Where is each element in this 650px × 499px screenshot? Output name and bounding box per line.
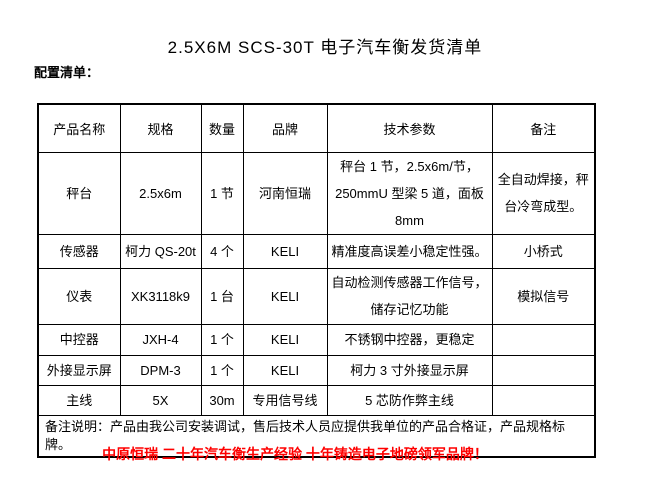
config-list-label: 配置清单：	[34, 65, 100, 80]
footer-slogan: 中原恒瑞 二十年汽车衡生产经验 十年铸造电子地磅领军品牌！	[102, 446, 488, 462]
cell-spec: 柯力 QS-20t	[119, 233, 202, 269]
cell-tech-params: 精准度高误差小稳定性强。	[326, 233, 493, 269]
cell-product-name: 主线	[37, 384, 121, 416]
cell-product-name: 秤台	[37, 151, 121, 235]
config-table: 产品名称 规格 数量 品牌 技术参数 备注 秤台 2.5x6m 1 节 河南恒瑞…	[37, 103, 596, 458]
remark-cell: 备注说明：产品由我公司安装调试，售后技术人员应提供我单位的产品合格证，产品规格标…	[37, 414, 596, 457]
cell-brand: KELI	[242, 233, 328, 269]
table-row: 传感器 柯力 QS-20t 4 个 KELI 精准度高误差小稳定性强。 小桥式	[37, 233, 596, 269]
table-row: 外接显示屏 DPM-3 1 个 KELI 柯力 3 寸外接显示屏	[37, 354, 596, 386]
cell-tech-params: 不锈钢中控器，更稳定	[326, 323, 493, 356]
cell-quantity: 30m	[200, 384, 244, 416]
table-row: 中控器 JXH-4 1 个 KELI 不锈钢中控器，更稳定	[37, 323, 596, 356]
cell-quantity: 1 个	[200, 354, 244, 386]
cell-brand: KELI	[242, 323, 328, 356]
header-note: 备注	[491, 103, 596, 153]
cell-note: 模拟信号	[491, 267, 596, 325]
cell-tech-params: 5 芯防作弊主线	[326, 384, 493, 416]
table-remark-row: 备注说明：产品由我公司安装调试，售后技术人员应提供我单位的产品合格证，产品规格标…	[37, 414, 596, 457]
cell-note	[491, 354, 596, 386]
cell-product-name: 传感器	[37, 233, 121, 269]
cell-spec: JXH-4	[119, 323, 202, 356]
page-title: 2.5X6M SCS-30T 电子汽车衡发货清单	[167, 38, 483, 57]
header-tech-params: 技术参数	[326, 103, 493, 153]
cell-product-name: 外接显示屏	[37, 354, 121, 386]
cell-product-name: 仪表	[37, 267, 121, 325]
cell-brand: 河南恒瑞	[242, 151, 328, 235]
cell-spec: 5X	[119, 384, 202, 416]
cell-quantity: 1 节	[200, 151, 244, 235]
cell-tech-params: 柯力 3 寸外接显示屏	[326, 354, 493, 386]
cell-quantity: 1 个	[200, 323, 244, 356]
cell-note: 小桥式	[491, 233, 596, 269]
cell-tech-params: 秤台 1 节，2.5x6m/节， 250mmU 型梁 5 道，面板 8mm	[326, 151, 493, 235]
cell-spec: 2.5x6m	[119, 151, 202, 235]
header-spec: 规格	[119, 103, 202, 153]
table-row: 仪表 XK3118k9 1 台 KELI 自动检测传感器工作信号， 储存记忆功能…	[37, 267, 596, 325]
cell-spec: DPM-3	[119, 354, 202, 386]
cell-brand: 专用信号线	[242, 384, 328, 416]
cell-quantity: 1 台	[200, 267, 244, 325]
header-brand: 品牌	[242, 103, 328, 153]
table-header-row: 产品名称 规格 数量 品牌 技术参数 备注	[37, 103, 596, 153]
header-product-name: 产品名称	[37, 103, 121, 153]
cell-note	[491, 384, 596, 416]
cell-spec: XK3118k9	[119, 267, 202, 325]
table-row: 主线 5X 30m 专用信号线 5 芯防作弊主线	[37, 384, 596, 416]
table-row: 秤台 2.5x6m 1 节 河南恒瑞 秤台 1 节，2.5x6m/节， 250m…	[37, 151, 596, 235]
cell-note: 全自动焊接，秤 台冷弯成型。	[491, 151, 596, 235]
cell-tech-params: 自动检测传感器工作信号， 储存记忆功能	[326, 267, 493, 325]
cell-quantity: 4 个	[200, 233, 244, 269]
cell-brand: KELI	[242, 267, 328, 325]
cell-note	[491, 323, 596, 356]
cell-product-name: 中控器	[37, 323, 121, 356]
header-quantity: 数量	[200, 103, 244, 153]
cell-brand: KELI	[242, 354, 328, 386]
